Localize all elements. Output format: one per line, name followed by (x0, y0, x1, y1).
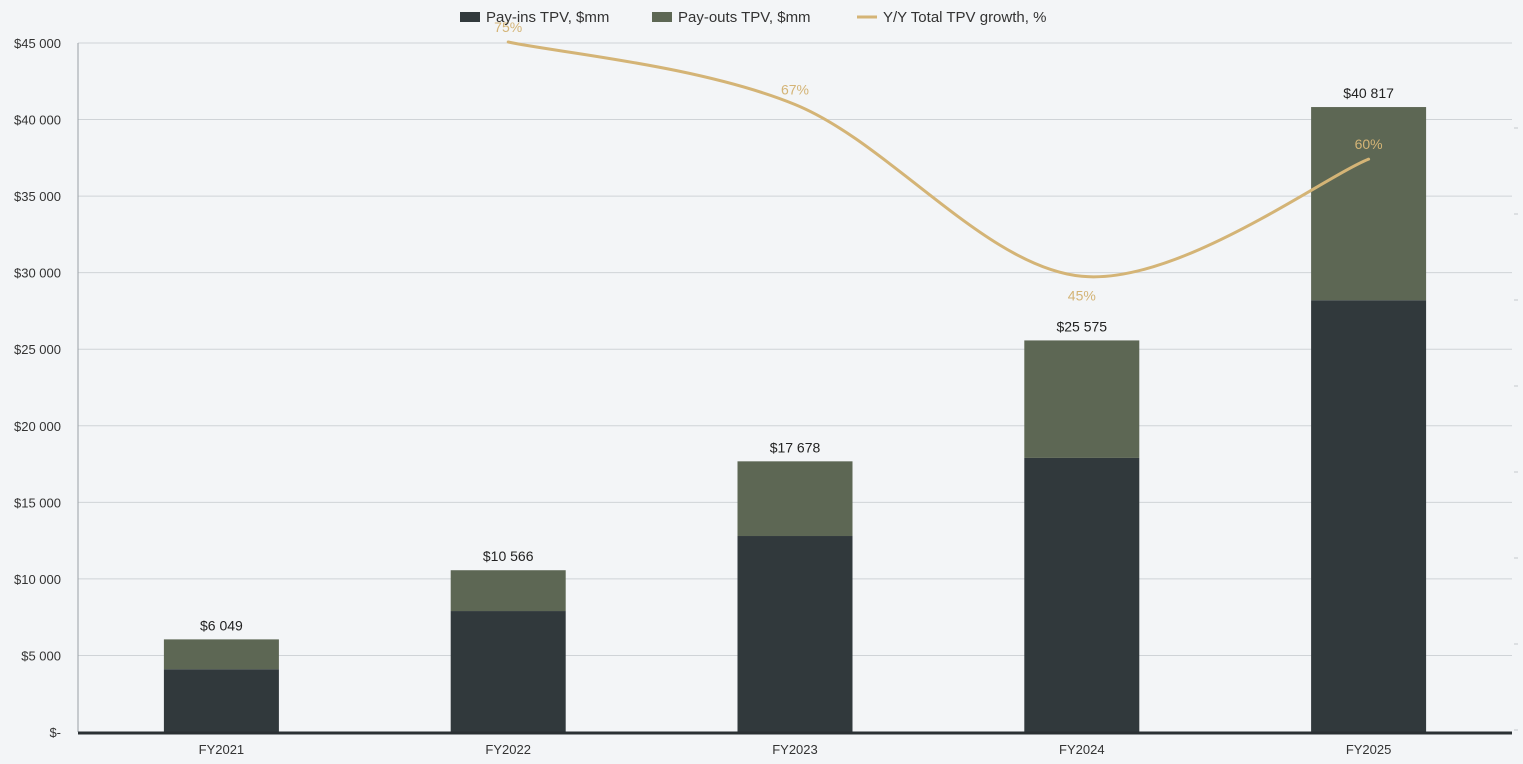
legend-label: Y/Y Total TPV growth, % (883, 9, 1046, 26)
y-axis: $- $5 000 $10 000 $15 000 $20 000 $25 000 $30 … (14, 36, 1518, 740)
y-tick-label: $45 000 (14, 36, 61, 51)
total-label: $10 566 (483, 548, 534, 564)
growth-label: 67% (781, 81, 809, 97)
bar-pay-outs (1311, 107, 1427, 301)
x-tick-label: FY2024 (1059, 742, 1105, 757)
legend-swatch (652, 12, 672, 22)
growth-line-path (506, 40, 1371, 279)
growth-line: 75% 67% 45% 60% (494, 19, 1382, 303)
legend-label: Pay-outs TPV, $mm (678, 9, 811, 26)
y-tick-label: $35 000 (14, 189, 61, 204)
total-label: $6 049 (200, 617, 243, 633)
growth-label: 60% (1355, 136, 1383, 152)
total-labels: $6 049 $10 566 $17 678 $25 575 $40 817 (200, 85, 1394, 633)
y-tick-label: $30 000 (14, 266, 61, 281)
bar-pay-outs (163, 639, 279, 670)
bar-pay-outs (1024, 340, 1140, 458)
legend: Pay-ins TPV, $mm Pay-outs TPV, $mm Y/Y Tot… (460, 9, 1046, 26)
y-tick-label: $15 000 (14, 495, 61, 510)
bar-pay-ins (450, 611, 566, 732)
bar-pay-outs (450, 570, 566, 612)
total-label: $17 678 (770, 439, 821, 455)
growth-label: 45% (1068, 287, 1096, 303)
x-tick-label: FY2021 (199, 742, 245, 757)
bar-pay-ins (737, 536, 853, 732)
bar-pay-outs (737, 461, 853, 537)
y-tick-label: $25 000 (14, 342, 61, 357)
total-label: $25 575 (1056, 318, 1107, 334)
y-tick-label: $20 000 (14, 419, 61, 434)
growth-label: 75% (494, 19, 522, 35)
x-tick-label: FY2023 (772, 742, 818, 757)
x-tick-label: FY2022 (485, 742, 531, 757)
y-tick-label: $5 000 (21, 648, 61, 663)
y-tick-label: $40 000 (14, 113, 61, 128)
bar-pay-ins (1024, 457, 1140, 732)
legend-label: Pay-ins TPV, $mm (486, 9, 609, 26)
x-tick-label: FY2025 (1346, 742, 1392, 757)
bars (163, 107, 1427, 732)
y-tick-label: $- (49, 725, 61, 740)
x-axis: FY2021 FY2022 FY2023 FY2024 FY2025 (78, 731, 1512, 757)
bar-pay-ins (1311, 300, 1427, 732)
legend-swatch (460, 12, 480, 22)
total-label: $40 817 (1343, 85, 1394, 101)
bar-pay-ins (163, 669, 279, 732)
y-tick-label: $10 000 (14, 572, 61, 587)
